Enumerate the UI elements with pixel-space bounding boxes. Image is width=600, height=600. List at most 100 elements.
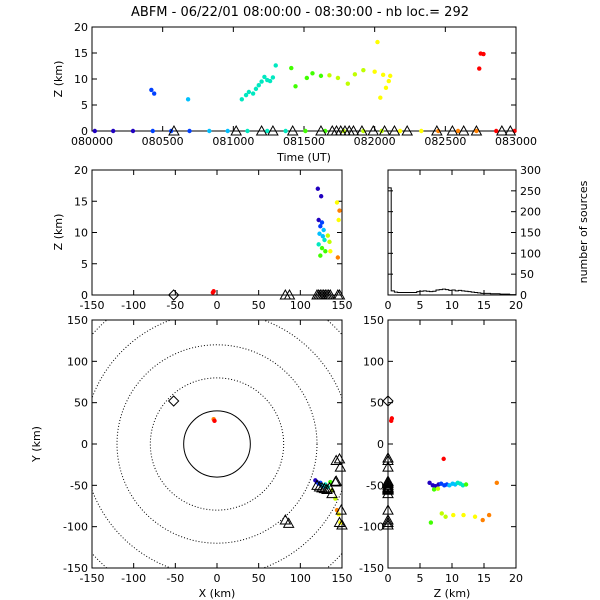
y-tick-label: 150 <box>520 227 541 240</box>
x-tick-label: 082500 <box>424 135 466 148</box>
x-z-ylabel: Z (km) <box>52 214 65 251</box>
source-point <box>270 75 276 80</box>
source-point <box>318 73 324 79</box>
source-point <box>317 231 322 236</box>
source-point <box>386 78 391 84</box>
source-point <box>318 253 323 258</box>
y-tick-label: 250 <box>520 185 541 198</box>
x-tick-label: 0 <box>214 572 221 585</box>
x-z-panel: -150 -100 -50 0 50 100 150 0 5 10 15 20 Z (km) <box>52 164 353 312</box>
source-point <box>325 233 331 238</box>
source-point <box>262 74 267 80</box>
source-point <box>361 67 366 73</box>
x-tick-label: 081000 <box>212 135 254 148</box>
ground-source-point <box>283 128 288 134</box>
source-point <box>461 512 466 518</box>
source-point <box>443 514 448 519</box>
source-point <box>253 86 259 92</box>
source-point <box>375 39 380 45</box>
station-marker <box>504 124 517 136</box>
reference-marker <box>167 395 180 407</box>
source-point <box>267 78 273 84</box>
source-point <box>378 95 383 100</box>
ground-source-point <box>111 128 116 134</box>
y-tick-label: 100 <box>363 355 384 368</box>
station-marker <box>382 514 394 525</box>
x-tick-label: 083000 <box>495 135 537 148</box>
source-point <box>345 81 351 86</box>
source-point <box>185 97 191 102</box>
ground-source-point <box>225 128 230 134</box>
station-marker <box>326 487 338 499</box>
plan-view-frame <box>91 319 343 569</box>
station-marker <box>316 481 328 493</box>
ground-source-point <box>265 128 270 134</box>
source-point <box>463 482 469 487</box>
source-point <box>472 514 478 519</box>
station-marker <box>457 124 470 136</box>
x-tick-label: 100 <box>290 572 311 585</box>
ground-source-point <box>187 128 192 134</box>
plan-view-xlabel: X (km) <box>199 587 236 600</box>
range-ring <box>149 377 285 511</box>
ground-source-point <box>245 128 250 134</box>
x-tick-label: 100 <box>290 299 311 312</box>
x-tick-label: 0 <box>385 572 392 585</box>
source-point <box>323 249 328 254</box>
source-point <box>322 237 327 243</box>
y-tick-label: 0 <box>377 438 384 451</box>
source-point <box>427 480 432 486</box>
station-marker <box>382 454 394 466</box>
y-tick-label: -150 <box>63 562 88 575</box>
ground-source-point <box>130 128 136 134</box>
source-point <box>246 89 252 95</box>
range-ring <box>183 410 251 478</box>
source-point <box>243 92 249 98</box>
source-point <box>451 512 456 518</box>
source-point <box>250 91 256 96</box>
time-height-panel: 080000 080500 081000 081500 082000 082500 0830… <box>52 21 537 164</box>
station-marker <box>333 516 346 528</box>
source-point <box>321 227 326 233</box>
station-marker <box>382 516 394 528</box>
y-tick-label: -50 <box>366 479 384 492</box>
x-tick-label: -50 <box>166 299 184 312</box>
source-point <box>310 71 315 76</box>
x-tick-label: 15 <box>477 572 491 585</box>
source-point <box>328 249 333 254</box>
x-tick-label: -100 <box>121 299 146 312</box>
ground-source-point <box>474 128 479 134</box>
station-marker <box>347 124 360 136</box>
source-point <box>389 416 395 421</box>
x-z-marks: -150 -100 -50 0 50 100 150 0 5 10 15 20 <box>74 164 353 312</box>
time-height-ylabel: Z (km) <box>52 61 65 98</box>
y-tick-label: 10 <box>74 227 88 240</box>
station-marker <box>333 288 346 300</box>
station-marker <box>311 479 323 490</box>
station-marker <box>329 475 342 487</box>
x-tick-label: 20 <box>509 572 523 585</box>
y-tick-label: -100 <box>63 521 88 534</box>
histogram-line <box>387 187 517 296</box>
x-tick-label: 150 <box>332 299 353 312</box>
x-tick-label: 5 <box>417 572 424 585</box>
x-tick-label: 0 <box>214 299 221 312</box>
source-point <box>256 83 261 88</box>
source-point <box>481 51 486 57</box>
x-tick-label: 20 <box>509 299 523 312</box>
x-tick-label: 150 <box>332 572 353 585</box>
y-tick-label: 0 <box>81 289 88 302</box>
source-point <box>289 65 294 71</box>
x-tick-label: -100 <box>121 572 146 585</box>
histogram-frame <box>387 169 517 296</box>
source-point <box>439 511 444 516</box>
source-point <box>149 87 154 93</box>
time-height-xlabel: Time (UT) <box>276 151 331 164</box>
station-marker <box>335 504 348 515</box>
y-tick-label: -50 <box>70 479 88 492</box>
station-marker <box>267 124 279 136</box>
source-point <box>435 486 441 491</box>
y-tick-label: 15 <box>74 195 88 208</box>
